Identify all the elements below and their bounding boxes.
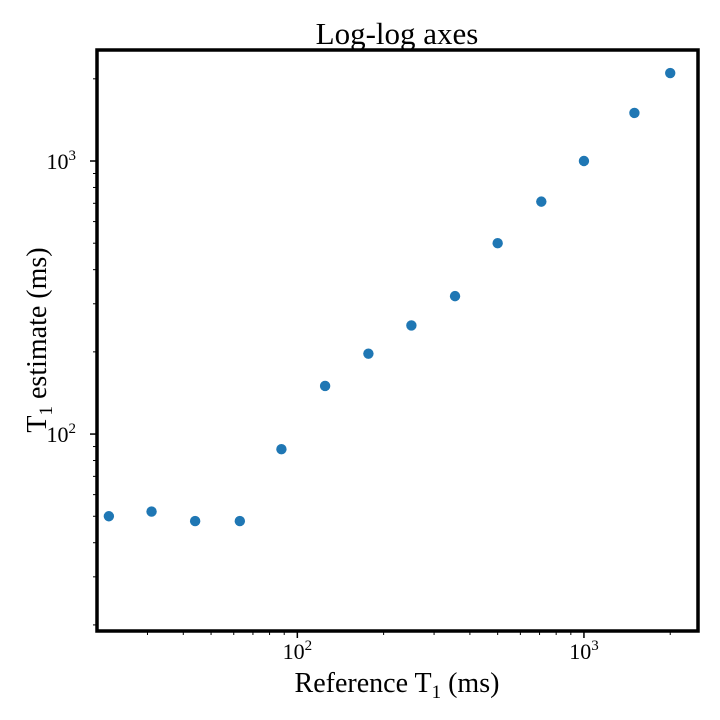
- y-tick-label: 102: [47, 421, 77, 447]
- y-tick-exponent: 2: [69, 421, 77, 437]
- data-point: [406, 320, 417, 331]
- scatter-points: [103, 67, 676, 527]
- y-label-subscript: 1: [36, 406, 57, 416]
- y-axis-label: T1 estimate (ms): [22, 247, 57, 432]
- data-point: [103, 511, 115, 522]
- plot-area-frame: [95, 48, 700, 633]
- data-point: [319, 380, 331, 392]
- y-tick-label: 103: [47, 148, 77, 174]
- x-tick-base: 10: [283, 639, 305, 664]
- data-point: [629, 107, 640, 119]
- y-label-unit: estimate (ms): [22, 247, 53, 406]
- y-label-main: T: [22, 416, 53, 433]
- chart-title: Log-log axes: [316, 16, 479, 51]
- data-point: [189, 515, 201, 527]
- data-point: [536, 196, 547, 207]
- x-label-unit: (ms): [441, 668, 499, 699]
- data-point: [146, 506, 157, 517]
- x-tick-base: 10: [569, 639, 591, 664]
- data-point: [449, 290, 461, 302]
- data-point: [363, 348, 374, 359]
- x-axis-label: Reference T1 (ms): [295, 668, 500, 703]
- data-point: [276, 444, 287, 455]
- x-axis-ticks: 102 103: [146, 631, 671, 664]
- data-point: [665, 67, 676, 79]
- x-tick-exponent: 2: [305, 638, 313, 654]
- data-point: [492, 238, 503, 249]
- data-point: [234, 515, 246, 527]
- x-label-main: Reference T: [295, 668, 432, 699]
- y-tick-base: 10: [47, 422, 69, 447]
- y-tick-exponent: 3: [69, 148, 77, 164]
- x-tick-label: 102: [283, 638, 313, 664]
- x-tick-exponent: 3: [591, 638, 599, 654]
- data-point: [578, 155, 590, 167]
- x-label-subscript: 1: [432, 682, 442, 703]
- y-tick-base: 10: [47, 149, 69, 174]
- x-tick-label: 103: [569, 638, 599, 664]
